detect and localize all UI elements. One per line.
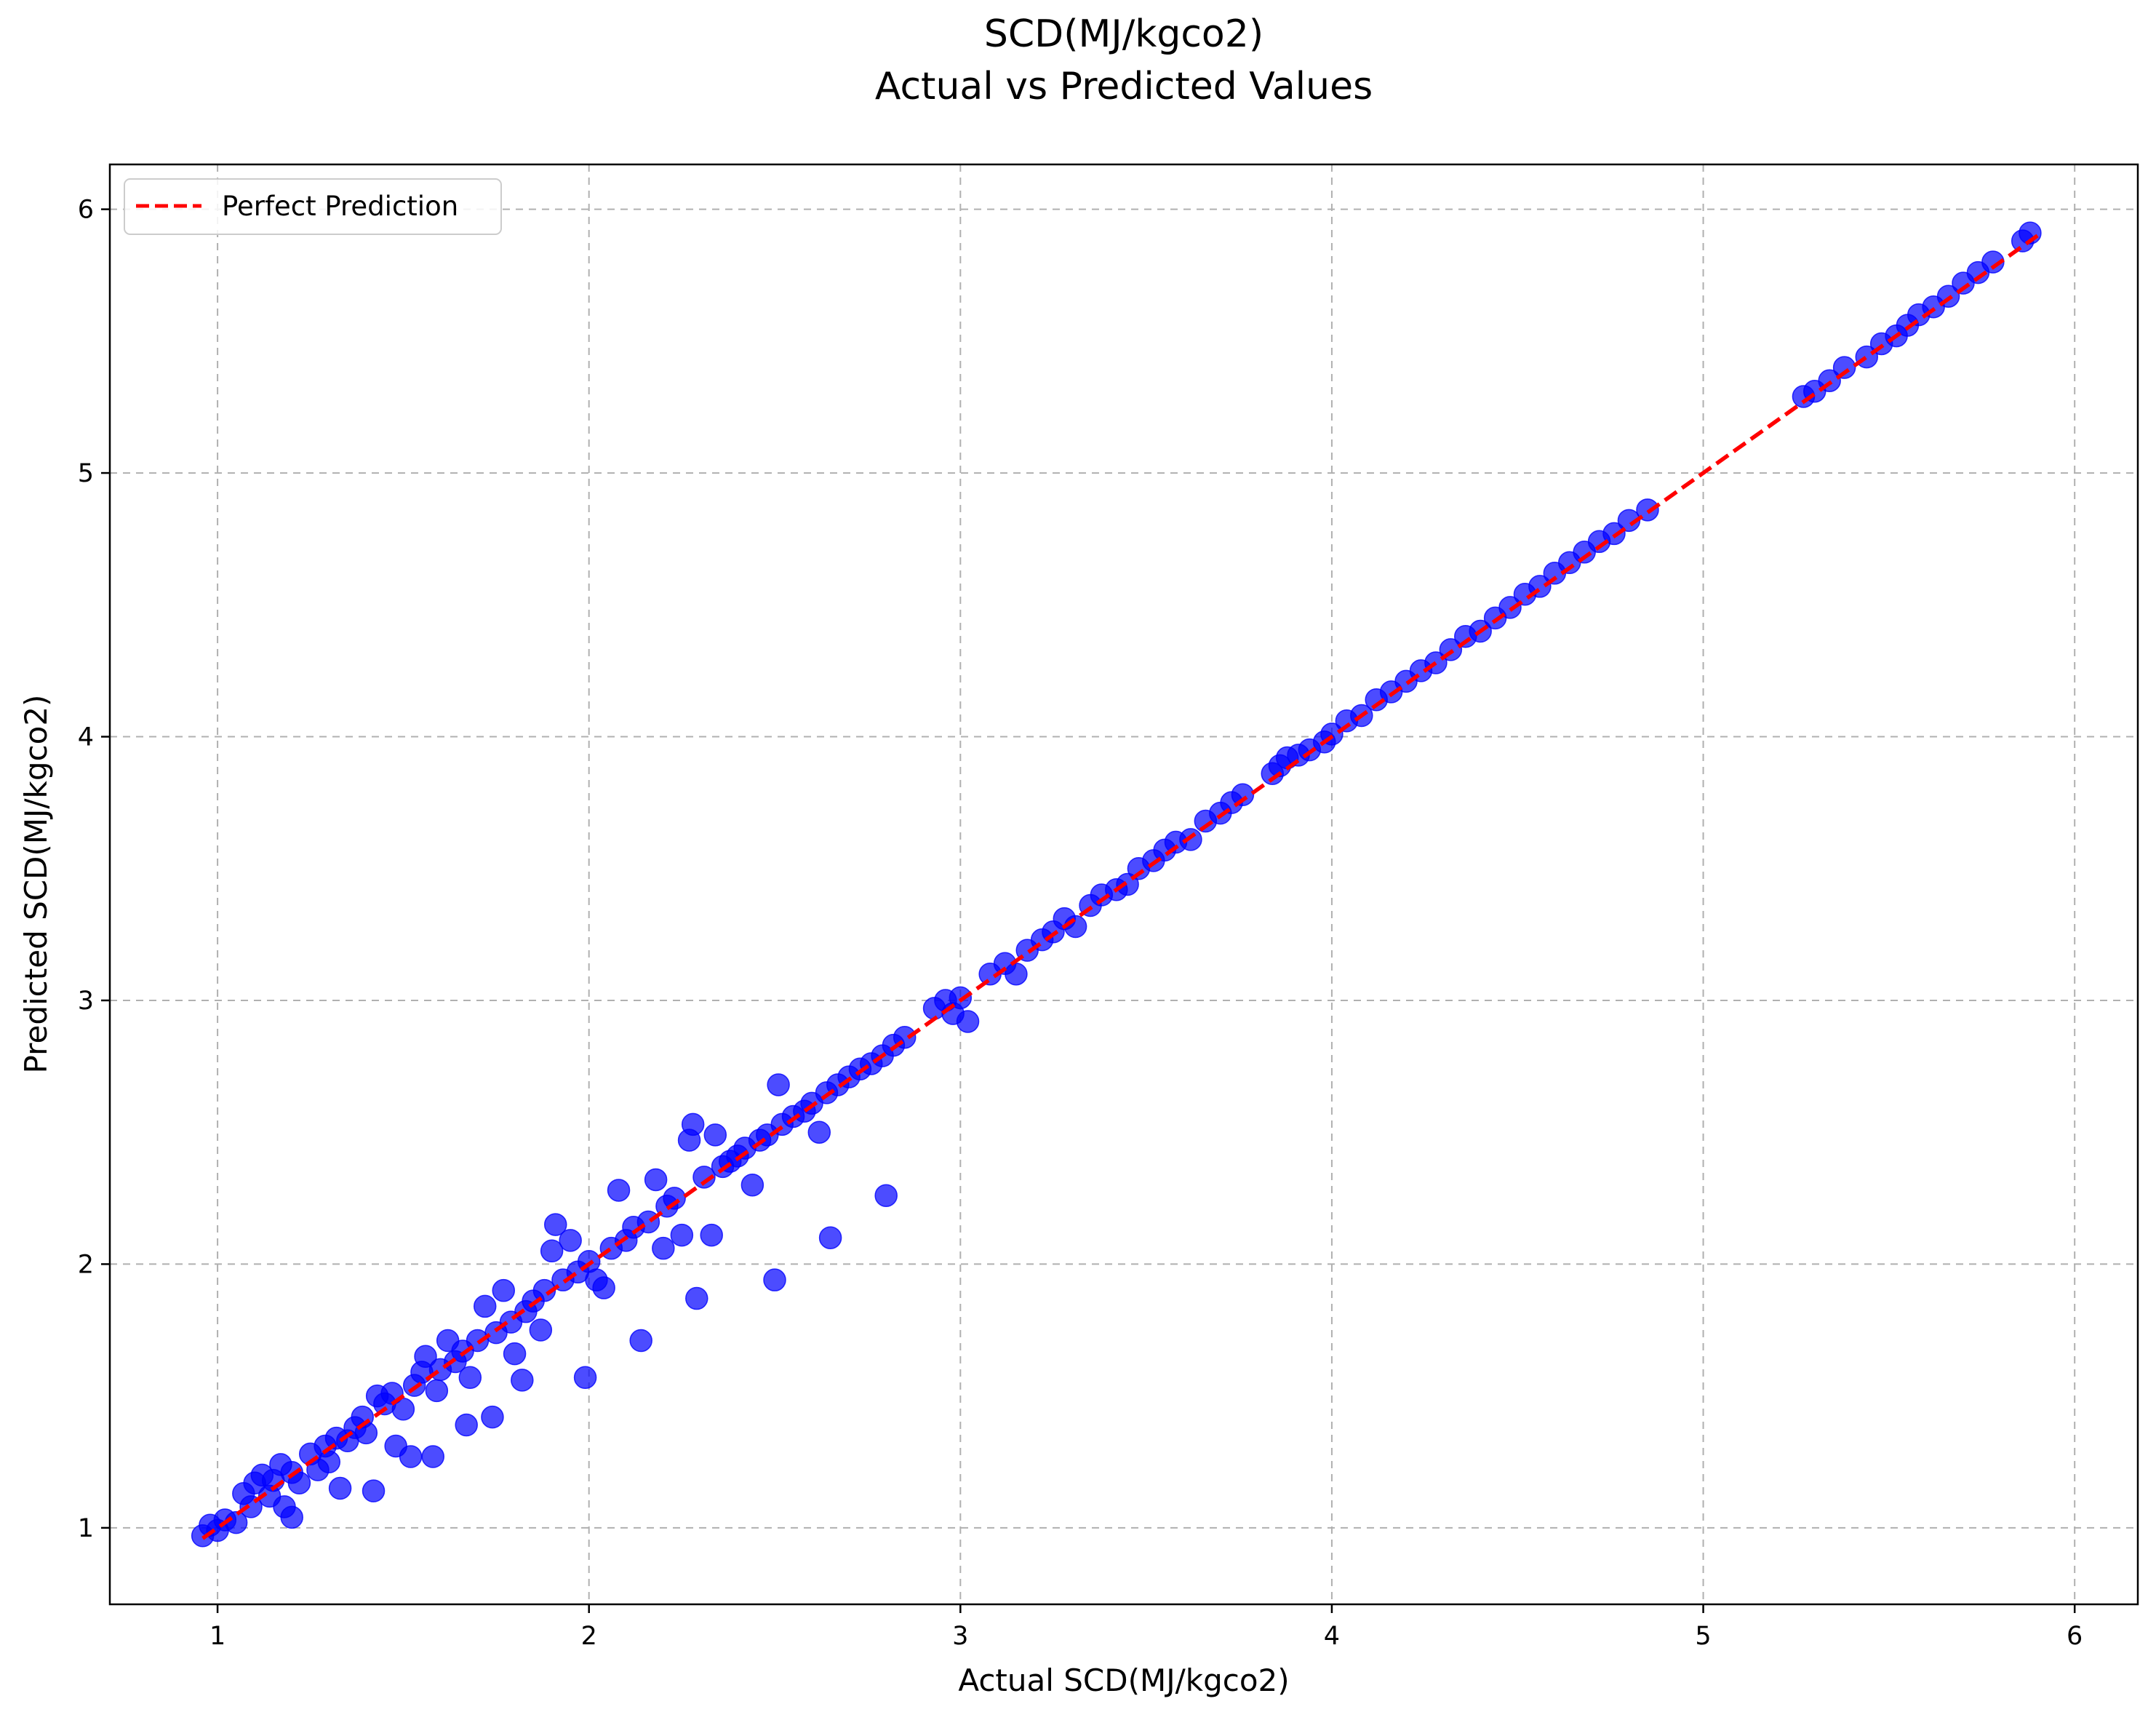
scatter-point — [818, 1226, 842, 1249]
scatter-point — [663, 1187, 686, 1210]
scatter-point — [414, 1345, 437, 1369]
y-tick-label: 4 — [78, 723, 94, 752]
y-tick-label: 2 — [78, 1250, 94, 1279]
x-axis-label: Actual SCD(MJ/kgco2) — [958, 1663, 1289, 1698]
scatter-point — [362, 1479, 386, 1502]
scatter-point — [529, 1318, 553, 1342]
scatter-point — [807, 1120, 831, 1144]
scatter-point — [592, 1276, 615, 1299]
scatter-point — [1179, 828, 1202, 851]
scatter-point — [1981, 250, 2005, 274]
scatter-point — [492, 1278, 516, 1302]
scatter-point — [543, 1213, 567, 1236]
scatter-point — [354, 1421, 378, 1445]
scatter-point — [425, 1379, 449, 1403]
x-tick-label: 6 — [2067, 1622, 2083, 1651]
scatter-point — [740, 1173, 764, 1197]
scatter-point — [1231, 783, 1255, 807]
y-tick-label: 3 — [78, 987, 94, 1016]
scatter-point — [532, 1278, 556, 1302]
scatter-point — [399, 1445, 423, 1468]
scatter-point — [700, 1223, 723, 1247]
scatter-point — [949, 986, 973, 1010]
grid — [110, 164, 2138, 1604]
scatter-point — [703, 1123, 727, 1147]
scatter-point — [1498, 596, 1522, 619]
scatter-point — [421, 1445, 444, 1468]
y-tick-label: 5 — [78, 459, 94, 488]
scatter-point — [455, 1413, 478, 1437]
scatter-point — [573, 1366, 597, 1390]
x-tick-label: 4 — [1324, 1622, 1340, 1651]
scatter-point — [458, 1366, 482, 1390]
legend-label-perfect-prediction: Perfect Prediction — [222, 191, 458, 222]
plot-frame — [108, 163, 2139, 1606]
axis-ticks: 1 2 3 4 5 6 1 2 3 4 5 6 — [78, 196, 2083, 1651]
scatter-point — [1063, 915, 1087, 939]
scatter-point — [629, 1329, 652, 1353]
scatter-point — [559, 1229, 582, 1252]
y-tick-label: 1 — [78, 1514, 94, 1543]
scatter-point — [280, 1505, 303, 1529]
scatter-point — [692, 1166, 716, 1189]
scatter-point — [503, 1342, 527, 1366]
y-axis-label: Predicted SCD(MJ/kgco2) — [18, 695, 54, 1074]
y-tick-label: 6 — [78, 196, 94, 225]
x-tick-label: 3 — [952, 1622, 968, 1651]
scatter-point — [956, 1010, 980, 1033]
chart-title: SCD(MJ/kgco2) — [984, 12, 1263, 56]
scatter-points — [191, 221, 2042, 1548]
scatter-point — [763, 1268, 786, 1291]
scatter-point — [681, 1112, 705, 1136]
x-tick-label: 5 — [1695, 1622, 1711, 1651]
chart-subtitle: Actual vs Predicted Values — [875, 65, 1373, 108]
legend-box — [124, 178, 502, 235]
scatter-point — [652, 1236, 675, 1260]
perfect-prediction-line — [201, 234, 2039, 1540]
scatter-point — [540, 1239, 564, 1263]
scatter-point — [874, 1184, 898, 1207]
scatter-point — [511, 1369, 534, 1392]
scatter-point — [1617, 509, 1641, 533]
legend: Perfect Prediction — [124, 178, 502, 235]
scatter-point — [1636, 498, 1659, 522]
scatter-point — [767, 1073, 790, 1096]
reference-line — [201, 234, 2039, 1540]
scatter-point — [317, 1450, 341, 1474]
x-tick-label: 2 — [581, 1622, 597, 1651]
scatter-point — [1602, 522, 1626, 546]
scatter-point — [644, 1168, 668, 1192]
scatter-point — [1005, 962, 1028, 986]
scatter-point — [1832, 356, 1856, 379]
x-tick-label: 1 — [209, 1622, 225, 1651]
scatter-point — [685, 1286, 708, 1310]
scatter-point — [670, 1223, 694, 1247]
scatter-point — [473, 1294, 497, 1318]
scatter-point — [481, 1405, 504, 1429]
scatter-point — [607, 1179, 631, 1202]
scatter-point — [328, 1476, 352, 1500]
